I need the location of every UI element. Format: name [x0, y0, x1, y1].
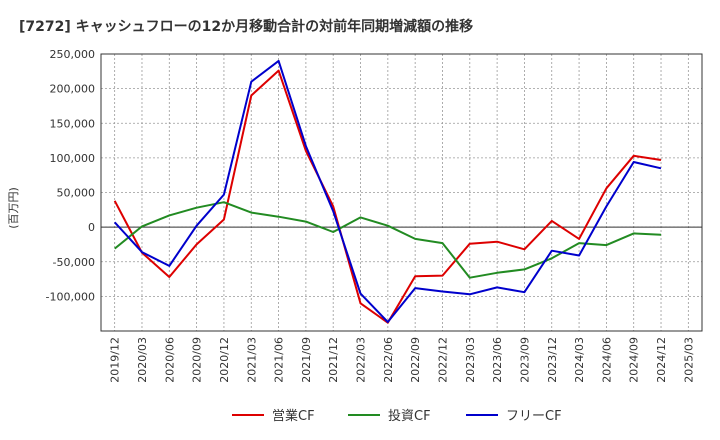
y-tick-label: 0	[88, 221, 95, 234]
y-tick-label: 100,000	[50, 152, 96, 165]
x-tick-label: 2023/03	[464, 337, 477, 383]
y-tick-label: 50,000	[57, 187, 96, 200]
legend-label: 投資CF	[388, 408, 431, 424]
x-tick-label: 2021/03	[245, 337, 258, 383]
x-tick-label: 2023/06	[491, 337, 504, 383]
x-tick-label: 2024/09	[628, 337, 641, 383]
legend: 営業CF 投資CF フリーCF	[232, 408, 562, 424]
x-tick-label: 2021/12	[327, 337, 340, 383]
y-tick-label: 250,000	[50, 48, 96, 61]
x-tick-label: 2020/12	[218, 337, 231, 383]
series-layer	[113, 59, 662, 324]
y-tick-label: -50,000	[53, 256, 95, 269]
legend-label: フリーCF	[506, 409, 562, 424]
grid	[101, 53, 702, 331]
x-axis-ticks: 2019/12 2020/03 2020/06 2020/09 2020/12 2021/…	[109, 337, 696, 383]
x-tick-label: 2024/12	[655, 337, 668, 383]
x-tick-label: 2020/09	[191, 337, 204, 383]
series-line-フリーCF	[113, 59, 662, 323]
x-tick-label: 2023/12	[546, 337, 559, 383]
x-tick-label: 2023/09	[518, 337, 531, 383]
x-tick-label: 2021/09	[300, 337, 313, 383]
x-tick-label: 2022/03	[355, 337, 368, 383]
plot-frame	[100, 53, 703, 332]
x-tick-label: 2024/06	[600, 337, 613, 383]
x-tick-label: 2024/03	[573, 337, 586, 383]
x-tick-label: 2022/12	[436, 337, 449, 383]
x-tick-label: 2020/06	[163, 337, 176, 383]
x-tick-label: 2022/09	[409, 337, 422, 383]
y-tick-label: -100,000	[46, 290, 95, 303]
chart-title: [7272] キャッシュフローの12か月移動合計の対前年同期増減額の推移	[19, 18, 473, 35]
x-tick-label: 2025/03	[682, 337, 695, 383]
x-tick-label: 2020/03	[136, 337, 149, 383]
x-tick-label: 2021/06	[273, 337, 286, 383]
y-tick-label: 200,000	[50, 83, 96, 96]
x-tick-label: 2022/06	[382, 337, 395, 383]
series-line-営業CF	[113, 69, 662, 324]
y-axis-label: (百万円)	[7, 187, 20, 229]
x-tick-label: 2019/12	[109, 337, 122, 383]
y-tick-label: 150,000	[50, 117, 96, 130]
legend-label: 営業CF	[272, 408, 315, 424]
series-line-投資CF	[114, 201, 662, 279]
y-axis-ticks: 250,000 200,000 150,000 100,000 50,000 0 -50,0…	[46, 48, 95, 303]
